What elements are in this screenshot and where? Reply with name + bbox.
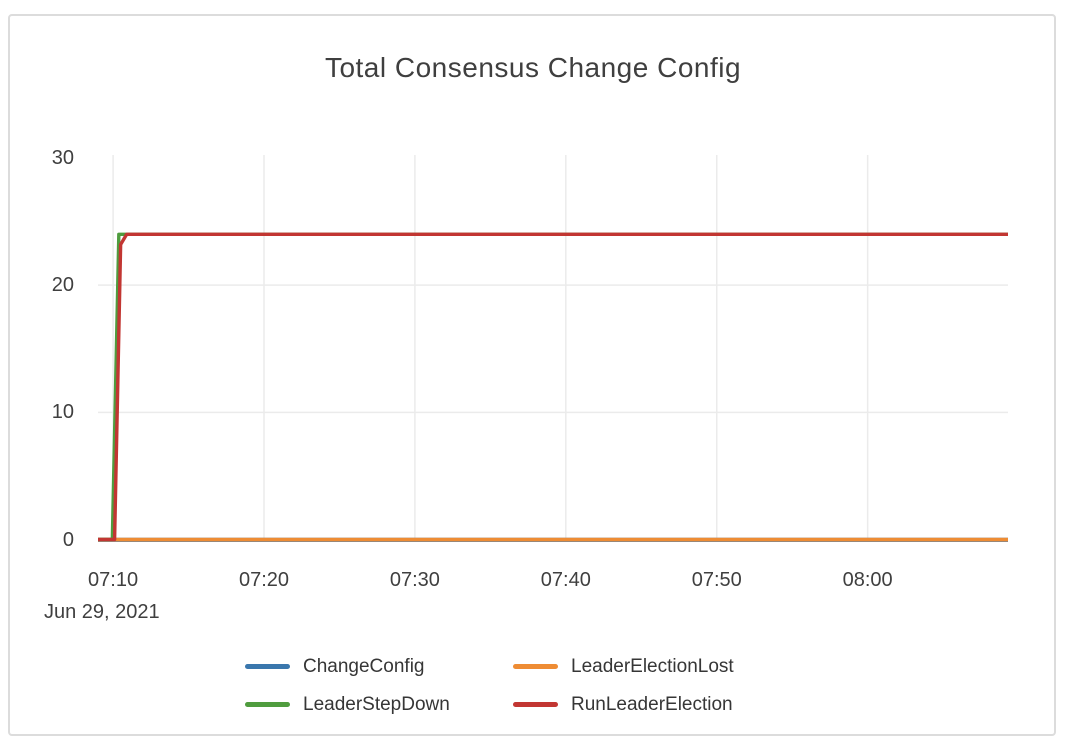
legend-item-leaderstepdown[interactable]: LeaderStepDown [245, 692, 513, 717]
x-tick-label: 07:40 [540, 569, 591, 591]
x-axis-date-label: Jun 29, 2021 [44, 601, 160, 623]
series-line-runleaderelection [98, 232, 1008, 542]
chart-title: Total Consensus Change Config [324, 52, 742, 83]
series-line-leaderstepdown [98, 232, 1008, 542]
x-tick-label: 07:20 [238, 569, 290, 591]
legend-swatch-leaderelectionlost [513, 664, 558, 669]
chart-card-border [8, 14, 1056, 736]
y-tick-label: 0 [62, 528, 74, 551]
chart-legend: ChangeConfig LeaderElectionLost LeaderSt… [245, 654, 734, 717]
legend-item-changeconfig[interactable]: ChangeConfig [245, 654, 513, 679]
y-tick-label: 10 [51, 401, 74, 424]
x-tick-label: 07:50 [691, 569, 742, 591]
x-tick-label: 07:30 [389, 569, 440, 591]
legend-label-leaderstepdown: LeaderStepDown [303, 694, 450, 715]
legend-swatch-changeconfig [245, 664, 290, 669]
x-tick-label: 08:00 [842, 569, 893, 591]
legend-item-leaderelectionlost[interactable]: LeaderElectionLost [513, 654, 734, 679]
y-tick-label: 30 [51, 147, 74, 169]
y-tick-label: 20 [51, 274, 74, 297]
legend-swatch-leaderstepdown [245, 702, 290, 707]
legend-label-runleaderelection: RunLeaderElection [571, 694, 733, 715]
x-tick-label: 07:10 [88, 569, 139, 591]
legend-label-changeconfig: ChangeConfig [303, 656, 425, 677]
legend-swatch-runleaderelection [513, 702, 558, 707]
legend-label-leaderelectionlost: LeaderElectionLost [571, 656, 734, 677]
legend-item-runleaderelection[interactable]: RunLeaderElection [513, 692, 734, 717]
